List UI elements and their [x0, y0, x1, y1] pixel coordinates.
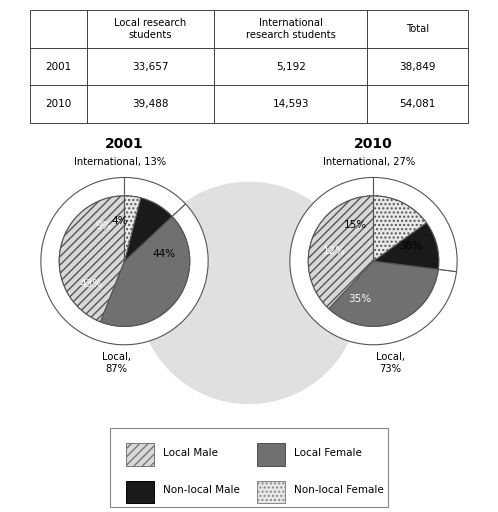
Text: 38,849: 38,849 — [399, 61, 436, 72]
Title: 2001: 2001 — [105, 137, 144, 151]
Wedge shape — [374, 196, 426, 261]
Wedge shape — [290, 178, 457, 345]
Bar — [87, 86, 214, 123]
Bar — [257, 481, 285, 503]
Text: International, 13%: International, 13% — [74, 157, 166, 167]
Wedge shape — [41, 178, 208, 345]
Text: 44%: 44% — [153, 248, 176, 259]
Text: 43%: 43% — [80, 279, 103, 289]
Wedge shape — [329, 261, 438, 326]
Wedge shape — [308, 196, 374, 309]
Wedge shape — [374, 223, 439, 269]
Wedge shape — [124, 178, 185, 217]
Text: 12%: 12% — [323, 246, 346, 256]
Bar — [87, 10, 214, 48]
Text: 14,593: 14,593 — [272, 99, 309, 109]
Title: 2010: 2010 — [354, 137, 393, 151]
Text: Local,
87%: Local, 87% — [102, 352, 130, 374]
Text: Total: Total — [406, 24, 429, 34]
Wedge shape — [101, 217, 190, 326]
Text: 2001: 2001 — [45, 61, 72, 72]
Text: International, 27%: International, 27% — [323, 157, 415, 167]
Text: Local Male: Local Male — [162, 448, 218, 458]
Bar — [257, 443, 285, 465]
Wedge shape — [59, 196, 124, 322]
Text: 2010: 2010 — [45, 99, 72, 109]
Bar — [214, 48, 368, 86]
Bar — [214, 86, 368, 123]
Wedge shape — [374, 178, 457, 271]
Bar — [87, 48, 214, 86]
Bar — [214, 10, 368, 48]
Wedge shape — [124, 198, 172, 261]
Bar — [30, 10, 87, 48]
Bar — [30, 48, 87, 86]
Text: 38%: 38% — [399, 241, 423, 251]
Circle shape — [138, 182, 360, 403]
Text: Local,
73%: Local, 73% — [375, 352, 405, 374]
Text: 4%: 4% — [111, 216, 127, 226]
Text: 33,657: 33,657 — [132, 61, 169, 72]
Bar — [368, 86, 468, 123]
Text: Non-local Male: Non-local Male — [162, 485, 240, 495]
Bar — [126, 443, 154, 465]
Text: Local Female: Local Female — [294, 448, 362, 458]
Bar — [368, 48, 468, 86]
Text: Local research
students: Local research students — [114, 18, 187, 40]
Text: 9%: 9% — [96, 221, 112, 231]
Text: 54,081: 54,081 — [399, 99, 436, 109]
Text: 35%: 35% — [348, 294, 372, 304]
Bar — [368, 10, 468, 48]
Text: 5,192: 5,192 — [276, 61, 306, 72]
Text: 15%: 15% — [344, 220, 367, 230]
Bar — [30, 86, 87, 123]
Text: Non-local Female: Non-local Female — [294, 485, 383, 495]
Text: 39,488: 39,488 — [132, 99, 169, 109]
Wedge shape — [124, 196, 141, 261]
Text: International
research students: International research students — [246, 18, 336, 40]
Bar — [126, 481, 154, 503]
